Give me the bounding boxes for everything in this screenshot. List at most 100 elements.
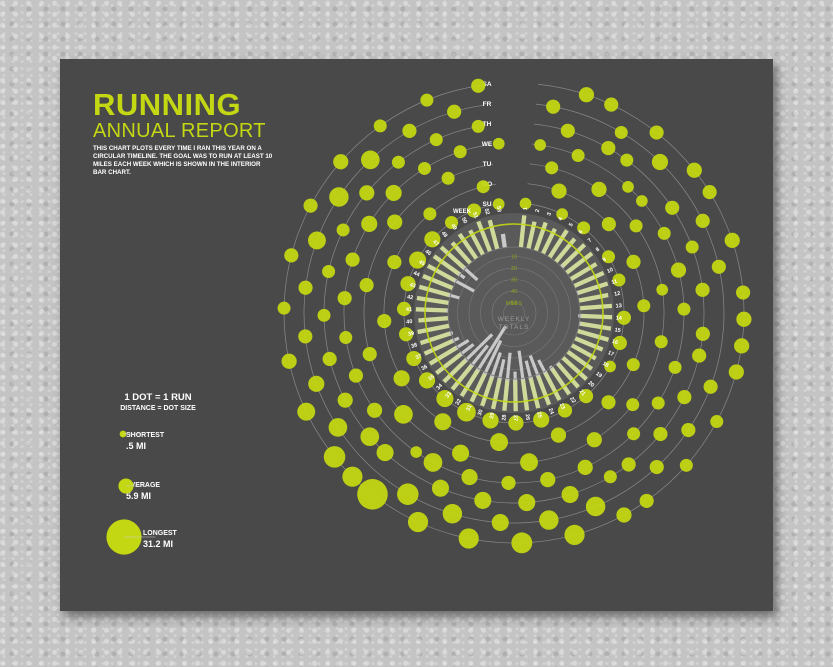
weekly-bar xyxy=(422,274,454,291)
run-dot xyxy=(424,231,441,248)
run-dot xyxy=(394,405,413,424)
run-dot xyxy=(461,469,478,486)
run-dot xyxy=(639,493,654,508)
week-label: WEEK xyxy=(453,209,472,215)
run-dot xyxy=(629,219,643,233)
run-dot xyxy=(431,479,450,497)
legend-title: 1 DOT = 1 RUN xyxy=(124,392,192,403)
day-ring-tu xyxy=(363,163,665,464)
run-dot xyxy=(492,198,505,210)
miles-tick-label: 20 xyxy=(511,266,517,272)
run-dot xyxy=(724,232,740,248)
run-dot xyxy=(604,97,619,112)
legend-subtitle: DISTANCE = DOT SIZE xyxy=(120,405,196,412)
run-dot xyxy=(612,335,627,351)
weekly-bar-inner xyxy=(576,291,580,295)
running-chart: SAFRTHWETUMOSU10203040501234567891011121… xyxy=(106,78,752,555)
week-number-label: 8 xyxy=(595,247,601,254)
run-dot xyxy=(434,413,452,431)
weekly-bar xyxy=(535,373,552,406)
weekly-bar xyxy=(500,233,507,248)
run-dot xyxy=(540,472,556,488)
weekly-bar xyxy=(561,355,588,381)
weekly-bar-inner xyxy=(451,336,460,343)
run-dot xyxy=(407,511,429,533)
run-dot xyxy=(492,137,505,150)
miles-tick-label: 40 xyxy=(511,289,517,295)
miles-grid-ring xyxy=(480,279,548,347)
run-dot xyxy=(586,432,602,448)
run-dot xyxy=(393,370,410,387)
run-dot xyxy=(557,403,573,418)
week-number-label: 44 xyxy=(412,270,421,278)
run-dot xyxy=(402,123,417,138)
run-dot xyxy=(560,123,575,138)
run-dot xyxy=(491,514,509,532)
run-dot xyxy=(418,372,436,389)
weekly-bar-inner xyxy=(470,344,489,367)
week-number-label: 39 xyxy=(408,331,415,338)
run-dot xyxy=(490,433,508,452)
goal-ring xyxy=(424,223,604,403)
week-number-label: 37 xyxy=(415,353,423,361)
run-dot xyxy=(604,360,616,373)
weekly-bar-inner xyxy=(524,360,533,380)
center-label: TOTALS xyxy=(499,324,530,331)
weekly-bar xyxy=(565,251,594,275)
weekly-bar-inner xyxy=(454,339,470,350)
run-dot xyxy=(520,453,538,472)
run-dot xyxy=(452,444,470,462)
day-label-sa: SA xyxy=(482,81,491,88)
weekly-bar xyxy=(417,323,450,335)
run-dot xyxy=(578,389,594,404)
run-dot xyxy=(601,395,616,410)
weekly-bar xyxy=(442,357,469,384)
run-dot xyxy=(626,398,640,412)
weekly-bar xyxy=(554,237,577,264)
week-number-label: 24 xyxy=(547,407,555,416)
run-dot xyxy=(333,154,349,170)
week-number-label: 4 xyxy=(557,216,564,222)
weekly-bar xyxy=(533,221,548,252)
week-number-label: 5 xyxy=(568,222,575,228)
run-dot xyxy=(626,254,641,269)
weekly-bar xyxy=(432,254,462,277)
poster-panel: RUNNING ANNUAL REPORT THIS CHART PLOTS E… xyxy=(60,59,773,611)
weekly-bar-inner xyxy=(556,361,560,366)
miles-grid-ring xyxy=(491,290,537,336)
run-dot xyxy=(423,207,437,221)
week-number-label: 18 xyxy=(601,361,609,369)
run-dot xyxy=(367,402,383,418)
weekly-bar-inner xyxy=(517,350,525,381)
legend-shortest-label: SHORTEST xyxy=(126,432,165,439)
weekly-bar xyxy=(579,313,613,320)
run-dot xyxy=(410,446,423,458)
weekly-bar xyxy=(566,349,594,371)
run-dot xyxy=(602,250,616,264)
weekly-bar xyxy=(528,376,541,409)
week-number-label: 3 xyxy=(546,212,553,217)
run-dot xyxy=(482,412,499,429)
day-ring-fr xyxy=(303,103,725,524)
weekly-bar-inner xyxy=(462,266,479,282)
run-dot xyxy=(385,184,402,202)
run-dot xyxy=(298,329,313,344)
miles-grid-ring xyxy=(503,302,525,324)
run-dot xyxy=(441,171,455,185)
run-dot xyxy=(337,392,353,408)
run-dot xyxy=(695,282,710,297)
week-number-label: 43 xyxy=(409,282,417,289)
run-dot xyxy=(551,183,567,199)
page-subtitle: ANNUAL REPORT xyxy=(93,120,266,142)
run-dot xyxy=(508,415,524,431)
weekly-bar xyxy=(450,362,475,391)
run-dot xyxy=(397,483,419,505)
weekly-bar xyxy=(549,366,572,396)
run-dot xyxy=(387,214,403,230)
weekly-bar-inner xyxy=(537,359,547,374)
legend-average-label: AVERAGE xyxy=(126,482,161,489)
run-dot xyxy=(317,308,331,322)
week-number-label: 15 xyxy=(614,327,621,334)
run-dot xyxy=(564,524,585,545)
run-dot xyxy=(614,125,628,139)
